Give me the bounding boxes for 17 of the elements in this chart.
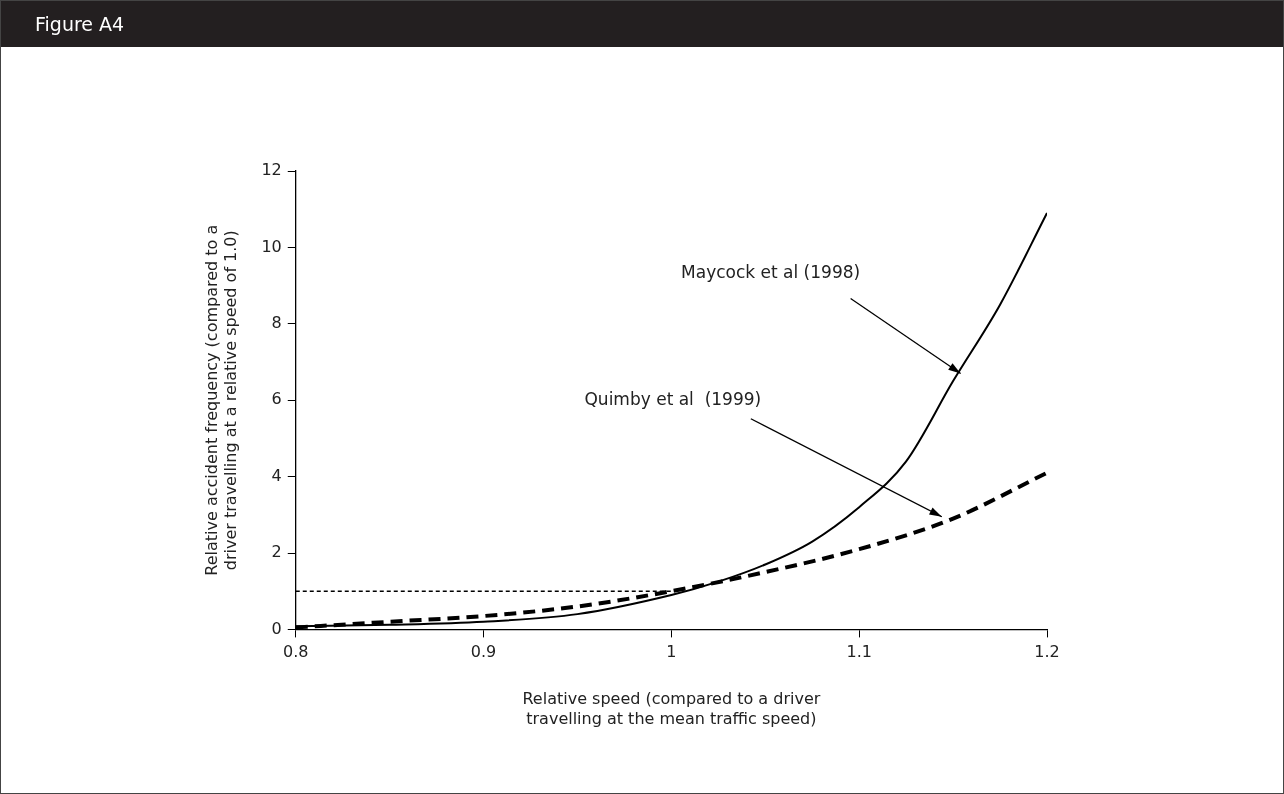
y-tick-label: 8 — [271, 312, 282, 332]
x-tick-label: 1 — [666, 642, 677, 662]
y-tick-label: 0 — [271, 618, 282, 638]
x-tick-label: 0.9 — [470, 642, 497, 662]
y-axis-title: Relative accident frequency (compared to a driver travelling at a relative speed of 1.0) — [201, 224, 240, 576]
x-tick-label: 1.2 — [1034, 642, 1060, 662]
text: Figure A4 — [1, 1, 1283, 47]
annotation: Maycock et al (1998) — [681, 261, 861, 282]
x-tick-label: 0.8 — [283, 642, 309, 662]
y-tick-label: 4 — [271, 465, 282, 485]
y-tick-label: 12 — [261, 160, 282, 180]
x-tick-label: 1.1 — [846, 642, 872, 662]
y-tick-label: 10 — [261, 236, 282, 256]
x-axis-title: Relative speed (compared to a driver travelling at the mean traffic speed) — [522, 689, 821, 728]
y-tick-label: 6 — [271, 389, 282, 409]
y-tick-label: 2 — [271, 542, 282, 562]
annotation: Quimby et al (1999) — [584, 389, 762, 410]
